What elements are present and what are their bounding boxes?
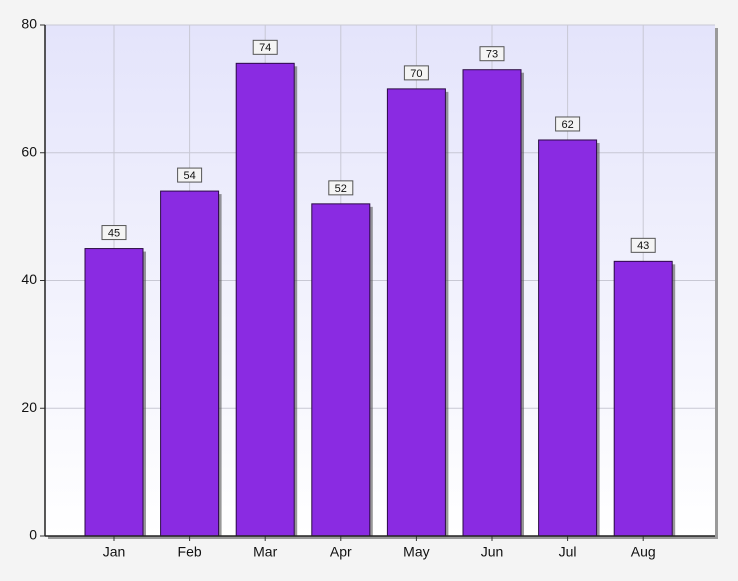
x-tick-label: Jul [559, 544, 577, 560]
y-tick-label: 60 [21, 143, 37, 159]
bar [235, 62, 295, 537]
bar [386, 88, 446, 537]
x-tick-label: Feb [178, 544, 202, 560]
x-tick-label: May [403, 544, 429, 560]
y-tick-label: 80 [21, 16, 37, 32]
value-label: 54 [183, 170, 195, 182]
value-label: 52 [335, 183, 347, 195]
bar [311, 203, 371, 537]
x-tick-label: Mar [253, 544, 277, 560]
y-tick-label: 0 [29, 527, 37, 543]
value-label: 45 [108, 227, 120, 239]
value-label: 74 [259, 42, 271, 54]
value-label-box [252, 39, 278, 55]
bar [160, 190, 220, 537]
value-label: 43 [637, 240, 649, 252]
bar [538, 139, 598, 537]
value-label: 73 [486, 49, 498, 61]
x-tick-label: Jan [103, 544, 126, 560]
value-label: 62 [561, 119, 573, 131]
value-label-box [101, 225, 127, 241]
value-label-box [630, 237, 656, 253]
x-tick-label: Jun [481, 544, 504, 560]
x-tick-label: Aug [631, 544, 656, 560]
bar [84, 248, 144, 537]
value-label: 70 [410, 68, 422, 80]
y-tick-label: 20 [21, 399, 37, 415]
value-label-box [479, 46, 505, 62]
value-label-box [177, 167, 203, 183]
value-label-box [328, 180, 354, 196]
y-tick-label: 40 [21, 271, 37, 287]
value-label-box [555, 116, 581, 132]
bar [462, 69, 522, 537]
value-label-box [403, 65, 429, 81]
bar [613, 260, 673, 537]
x-tick-label: Apr [330, 544, 352, 560]
